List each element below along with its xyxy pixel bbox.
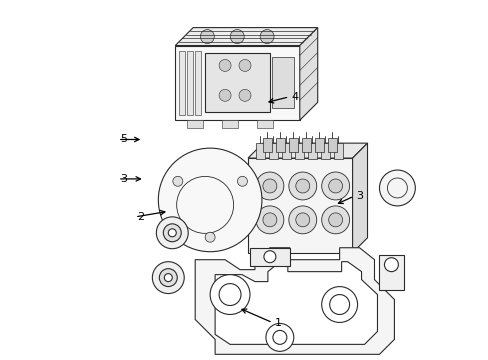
Circle shape [200,30,214,44]
Circle shape [379,170,414,206]
Polygon shape [352,143,367,253]
Bar [249,248,289,266]
Circle shape [328,179,342,193]
Bar [256,120,272,128]
Circle shape [328,213,342,227]
Bar [333,143,342,159]
Polygon shape [195,248,394,354]
Circle shape [156,217,188,249]
Polygon shape [247,143,367,158]
Circle shape [164,274,172,282]
Circle shape [237,176,247,186]
Circle shape [239,89,250,101]
Circle shape [265,323,293,351]
Circle shape [158,148,262,252]
Bar [294,143,303,159]
Circle shape [288,206,316,234]
Bar [276,138,285,152]
Polygon shape [215,262,377,345]
Circle shape [172,176,183,186]
Polygon shape [175,45,299,120]
Bar [281,143,290,159]
Circle shape [260,30,274,44]
Circle shape [321,206,349,234]
Circle shape [168,229,176,237]
Bar [187,120,203,128]
Circle shape [219,59,230,71]
Circle shape [288,172,316,200]
Circle shape [321,172,349,200]
Bar [379,255,404,289]
Circle shape [255,206,283,234]
Text: 1: 1 [274,318,281,328]
Circle shape [255,172,283,200]
Circle shape [239,59,250,71]
Circle shape [264,251,275,263]
Bar [327,138,336,152]
Text: 5: 5 [120,135,126,144]
Polygon shape [299,28,317,120]
Bar [187,50,193,115]
Bar [289,138,298,152]
Bar [255,143,264,159]
Bar [271,58,293,108]
Text: 4: 4 [291,92,298,102]
Polygon shape [205,54,269,112]
Circle shape [152,262,184,293]
Circle shape [295,179,309,193]
Circle shape [210,275,249,315]
Circle shape [321,287,357,323]
Circle shape [163,224,181,242]
Polygon shape [175,28,317,45]
Circle shape [295,213,309,227]
Bar [263,138,272,152]
Bar [268,143,277,159]
Circle shape [159,269,177,287]
Circle shape [230,30,244,44]
Circle shape [219,89,230,101]
Circle shape [263,213,276,227]
Text: 3: 3 [355,191,363,201]
Bar [195,50,201,115]
Bar [315,138,324,152]
Bar [307,143,316,159]
Bar [222,120,238,128]
Bar [302,138,310,152]
Text: 3: 3 [120,174,126,184]
Circle shape [263,179,276,193]
Text: 2: 2 [137,212,144,222]
Polygon shape [247,158,352,253]
Circle shape [384,258,398,272]
Circle shape [205,232,215,242]
Bar [179,50,185,115]
Bar [320,143,329,159]
